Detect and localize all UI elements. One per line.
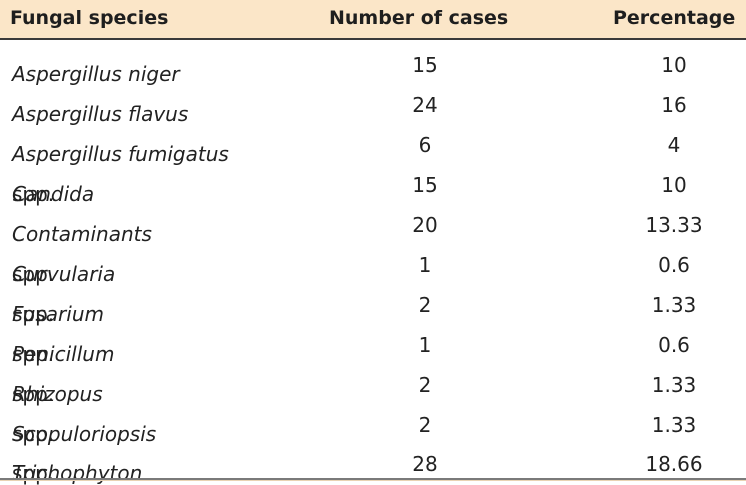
table-row: Penicillum spp. 1 0.6 bbox=[0, 324, 746, 366]
cases-cell: 2 bbox=[418, 373, 432, 397]
genus-name: Aspergillus fumigatus bbox=[12, 142, 229, 166]
cases-cell: 1 bbox=[418, 253, 432, 277]
cases-cell: 15 bbox=[412, 173, 438, 197]
table-row: Aspergillus fumigatus 6 4 bbox=[0, 124, 746, 166]
percentage-cell: 0.6 bbox=[658, 333, 690, 357]
percentage-cell: 18.66 bbox=[645, 452, 703, 476]
percentage-cell: 16 bbox=[661, 93, 687, 117]
species-suffix: spp. bbox=[12, 382, 55, 406]
table-bottom-rule bbox=[0, 478, 746, 480]
header-number-of-cases: Number of cases bbox=[329, 7, 509, 29]
genus-name: Curvularia bbox=[12, 262, 116, 286]
genus-name: Fusarium bbox=[12, 302, 104, 326]
genus-name: Penicillum bbox=[12, 342, 115, 366]
cases-cell: 20 bbox=[412, 213, 438, 237]
percentage-cell: 1.33 bbox=[651, 293, 697, 317]
cases-cell: 2 bbox=[418, 293, 432, 317]
table-row: Fusarium spp. 2 1.33 bbox=[0, 284, 746, 326]
genus-name: Rhizopus bbox=[12, 382, 103, 406]
species-suffix: spp. bbox=[12, 182, 55, 206]
cases-cell: 2 bbox=[418, 413, 432, 437]
cases-cell: 1 bbox=[418, 333, 432, 357]
percentage-cell: 0.6 bbox=[658, 253, 690, 277]
cases-cell: 28 bbox=[412, 452, 438, 476]
species-suffix: spp. bbox=[12, 262, 55, 286]
table-row: Curvularia spp. 1 0.6 bbox=[0, 244, 746, 286]
header-fungal-species: Fungal species bbox=[10, 7, 169, 29]
species-suffix: spp. bbox=[12, 422, 55, 446]
genus-name: Candida bbox=[12, 182, 95, 206]
header-percentage: Percentage bbox=[613, 7, 736, 29]
species-suffix: spp. bbox=[12, 342, 55, 366]
genus-name: Aspergillus niger bbox=[12, 62, 180, 86]
percentage-cell: 10 bbox=[661, 53, 687, 77]
percentage-cell: 13.33 bbox=[645, 213, 703, 237]
table-row: Aspergillus niger 15 10 bbox=[0, 44, 746, 86]
table-row: Rhizopus spp. 2 1.33 bbox=[0, 364, 746, 406]
percentage-cell: 10 bbox=[661, 173, 687, 197]
cases-cell: 24 bbox=[412, 93, 438, 117]
table-row: Aspergillus flavus 24 16 bbox=[0, 84, 746, 126]
species-suffix: spp. bbox=[12, 302, 55, 326]
genus-name: Contaminants bbox=[12, 222, 152, 246]
percentage-cell: 1.33 bbox=[651, 413, 697, 437]
table-row: Contaminants 20 13.33 bbox=[0, 204, 746, 246]
percentage-cell: 1.33 bbox=[651, 373, 697, 397]
percentage-cell: 4 bbox=[667, 133, 681, 157]
cases-cell: 15 bbox=[412, 53, 438, 77]
genus-name: Aspergillus flavus bbox=[12, 102, 189, 126]
table-row: Candida spp. 15 10 bbox=[0, 164, 746, 206]
genus-name: Scopuloriopsis bbox=[12, 422, 157, 446]
table-header-row: Fungal species Number of cases Percentag… bbox=[0, 0, 746, 40]
species-suffix: spp. bbox=[12, 461, 55, 485]
cases-cell: 6 bbox=[418, 133, 432, 157]
table-row: Trichophyton spp. 28 18.66 bbox=[0, 443, 746, 485]
table-row: Scopuloriopsis spp. 2 1.33 bbox=[0, 404, 746, 446]
